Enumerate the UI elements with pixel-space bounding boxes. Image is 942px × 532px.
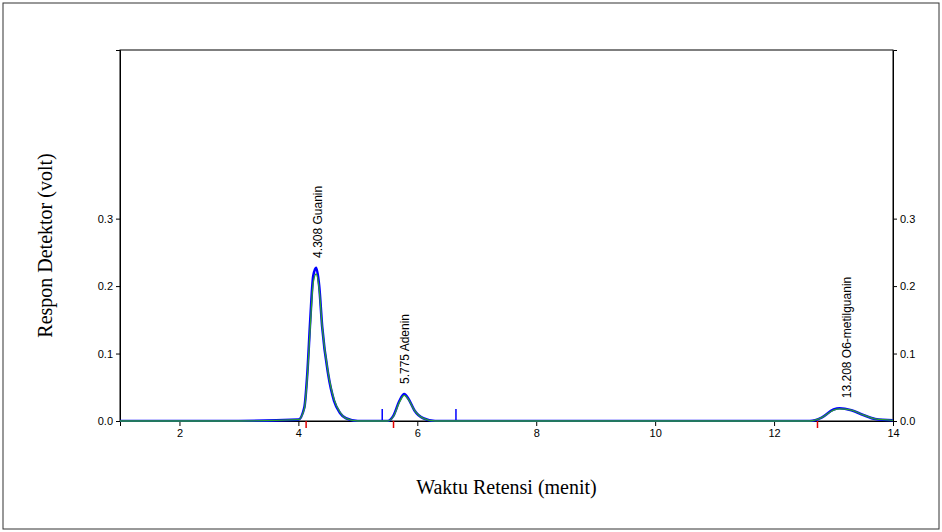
tick-mark [116,354,120,355]
baseline-mark [455,409,457,421]
baseline-mark [381,409,383,421]
tick: 0.3 [893,213,915,225]
tick-label: 2 [177,427,183,439]
tick-mark [893,286,897,287]
tick: 10 [650,421,662,439]
peak-mark [393,421,395,428]
peak-mark [305,421,307,428]
trace-line [120,274,893,421]
tick-label: 14 [887,427,899,439]
tick-mark [116,421,120,422]
tick-label: 0.2 [900,280,915,292]
tick-mark [417,421,418,426]
tick: 14 [887,421,899,439]
tick-mark [116,286,120,287]
tick-label: 12 [768,427,780,439]
tick: 0.0 [98,415,120,427]
y-axis: 0.0 0.1 0.2 0.3 [98,51,121,428]
tick-label: 4 [296,427,302,439]
tick-label: 10 [650,427,662,439]
tick: 0.0 [893,415,915,427]
tick: 0.2 [98,280,120,292]
tick: 0.1 [98,348,120,360]
tick-label: 0.1 [98,348,113,360]
tick-label: 8 [534,427,540,439]
tick: 4 [296,421,302,439]
tick-label: 0.1 [900,348,915,360]
tick-mark [893,421,897,422]
tick-label: 0.0 [900,415,915,427]
trace-line [120,268,893,421]
axis-line [116,51,121,422]
tick-mark [893,354,897,355]
peak-label: 4.308 Guanin [311,186,325,258]
peak-mark [817,421,819,428]
tick-mark [298,421,299,426]
x-axis: 2 4 6 8 10 12 14 [121,421,900,439]
peak-label: 13.208 O6-metilguanin [840,277,854,398]
tick-mark [116,219,120,220]
chart: 24681012140.00.10.20.30.00.10.20.34.308 … [0,0,942,532]
tick-label: 6 [415,427,421,439]
tick: 8 [534,421,540,439]
tick-label: 0.2 [98,280,113,292]
tick: 6 [415,421,421,439]
tick: 2 [177,421,183,439]
axis-line [894,51,898,422]
plot-area [120,268,893,421]
tick: 0.3 [98,213,120,225]
tick-label: 0.3 [98,213,113,225]
tick-label: 0.3 [900,213,915,225]
tick: 0.1 [893,348,915,360]
tick: 12 [768,421,780,439]
outer-border [3,3,939,529]
tick: 0.2 [893,280,915,292]
peak-label: 5.775 Adenin [398,314,412,384]
plot-frame [120,50,893,421]
tick-label: 0.0 [98,415,113,427]
x-axis-title: Waktu Retensi (menit) [416,476,597,499]
y-axis-title: Respon Detektor (volt) [34,153,57,337]
axis-line [121,422,894,427]
y2-axis: 0.0 0.1 0.2 0.3 [893,51,915,428]
tick-mark [893,219,897,220]
